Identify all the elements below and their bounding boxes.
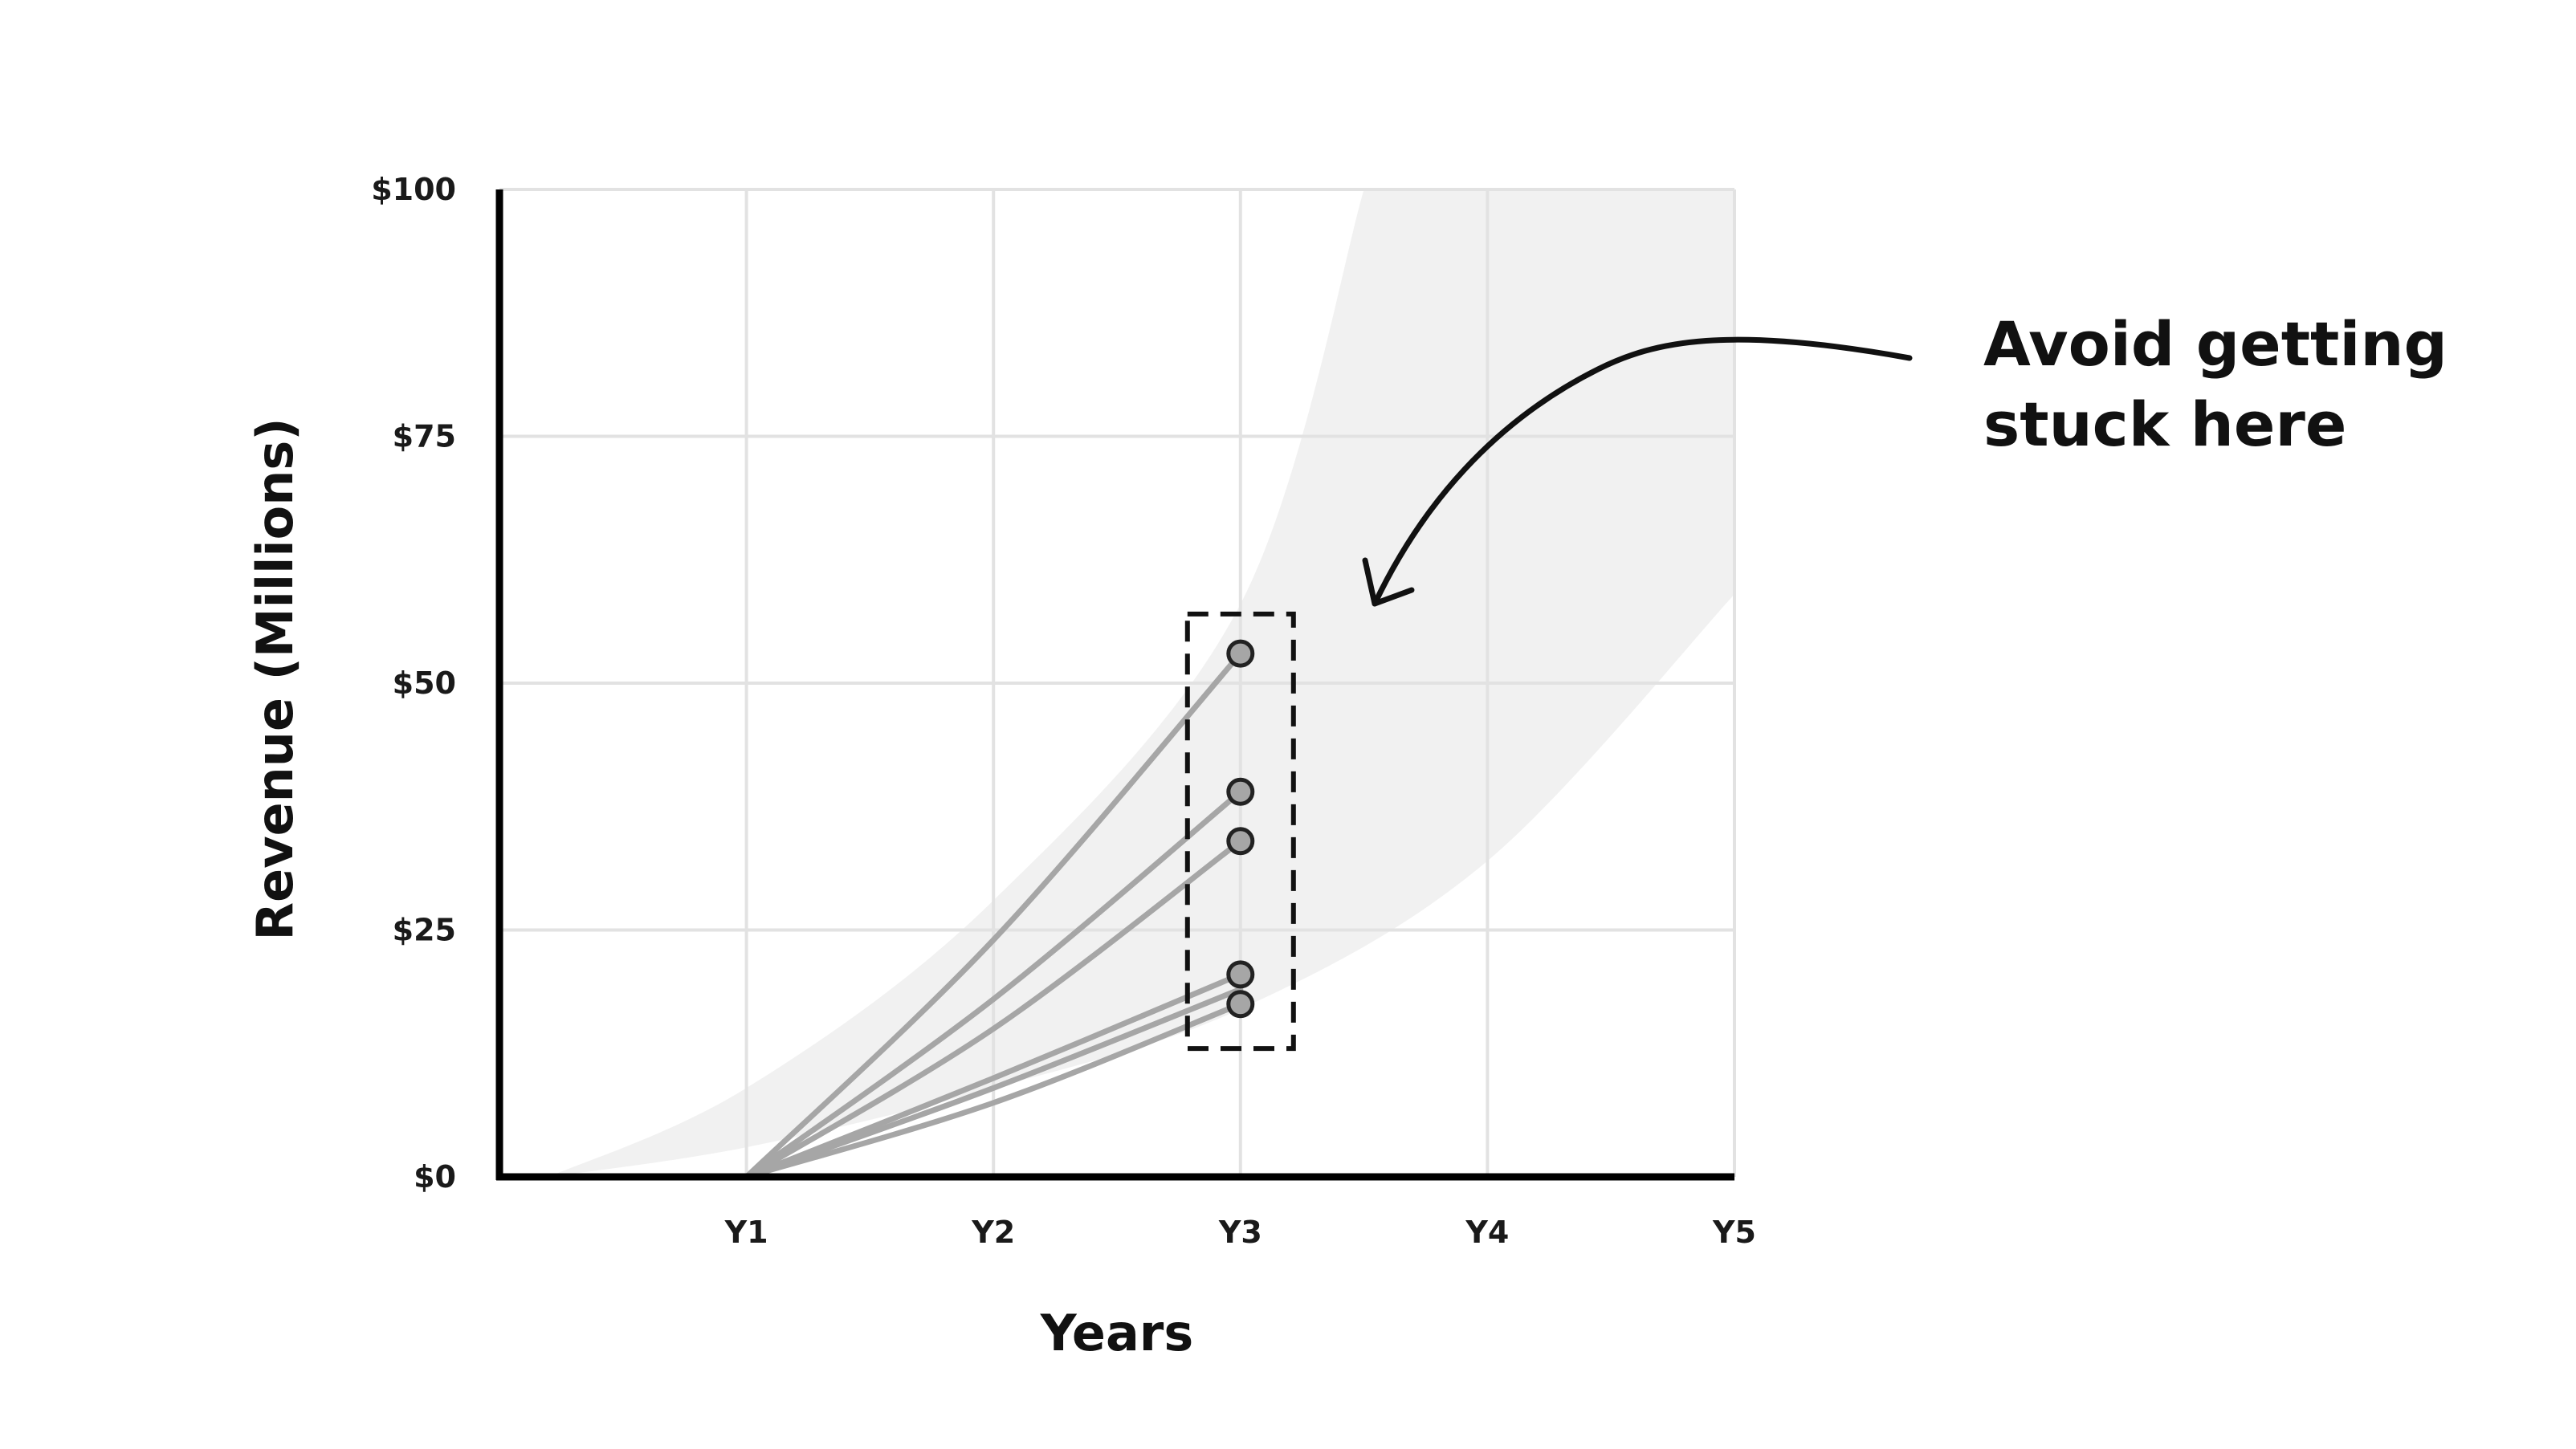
axes xyxy=(495,189,1734,1181)
y-tick-label: $25 xyxy=(393,913,456,948)
highlight-box xyxy=(1184,611,1296,1052)
series-line-2 xyxy=(744,788,1244,1180)
y-tick-labels: $0 $25 $50 $75 $100 xyxy=(371,172,456,1195)
series-line-3 xyxy=(744,838,1244,1180)
y-tick-label: $50 xyxy=(393,665,456,701)
y-tick-label: $100 xyxy=(371,172,456,207)
series-line-5 xyxy=(744,986,1244,1180)
highlight-box-group xyxy=(1184,611,1296,1052)
series-line-1 xyxy=(744,650,1244,1180)
annotation-line-1: Avoid getting xyxy=(1983,308,2448,380)
y-tick-label: $75 xyxy=(393,419,456,454)
series-markers xyxy=(1226,639,1255,1019)
y-axis-title: Revenue (Millions) xyxy=(246,417,304,940)
x-tick-label: Y2 xyxy=(971,1215,1015,1250)
x-tick-label: Y3 xyxy=(1218,1215,1262,1250)
series-marker-2 xyxy=(1226,777,1255,806)
x-tick-label: Y5 xyxy=(1712,1215,1756,1250)
series-line-6 xyxy=(744,1001,1244,1180)
series-marker-3 xyxy=(1226,827,1255,856)
series-marker-4 xyxy=(1226,960,1255,989)
x-tick-label: Y1 xyxy=(724,1215,768,1250)
series-lines xyxy=(744,650,1244,1180)
annotation-arrow-head xyxy=(1362,557,1415,607)
y-tick-label: $0 xyxy=(414,1159,456,1195)
x-axis-title: Years xyxy=(1040,1304,1194,1362)
series-marker-6 xyxy=(1226,990,1255,1019)
series-marker-1 xyxy=(1226,639,1255,668)
x-tick-labels: Y1 Y2 Y3 Y4 Y5 xyxy=(724,1215,1756,1250)
x-tick-label: Y4 xyxy=(1465,1215,1509,1250)
annotation-line-2: stuck here xyxy=(1983,389,2346,460)
annotation-arrow xyxy=(1372,336,1913,607)
